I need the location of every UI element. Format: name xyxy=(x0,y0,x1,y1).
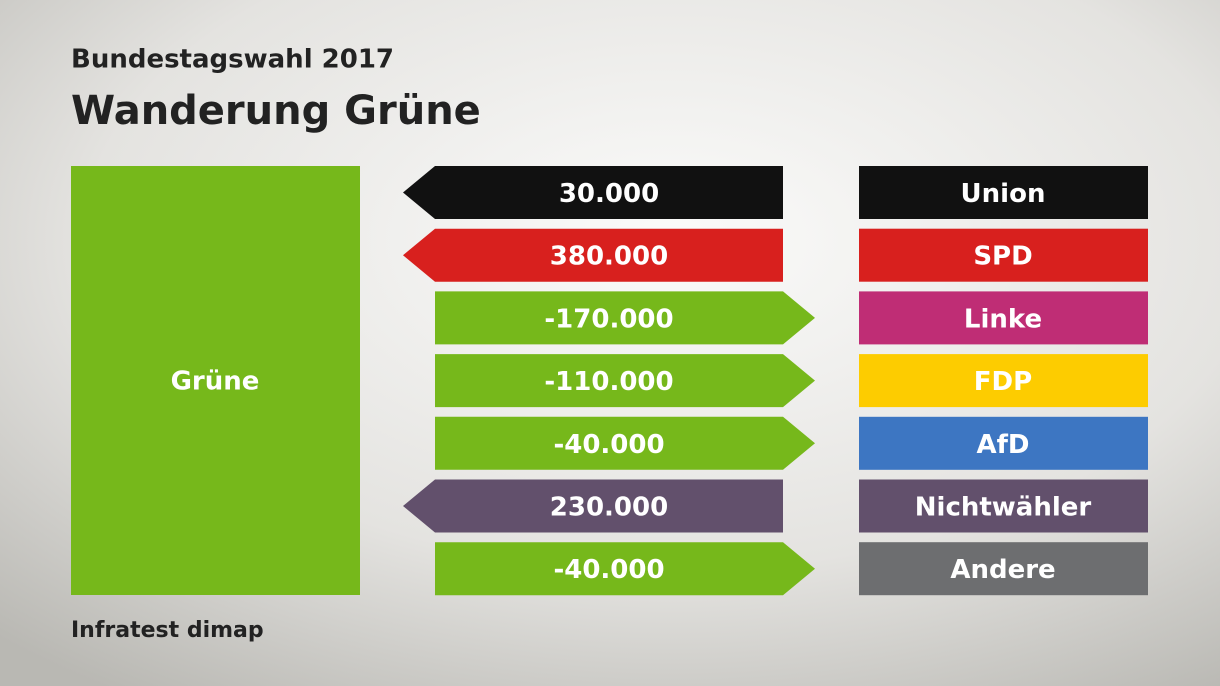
party-label: Grüne xyxy=(171,367,260,397)
flow-arrow xyxy=(403,228,783,282)
flow-arrow xyxy=(435,416,815,470)
title: Wanderung Grüne xyxy=(71,88,481,134)
party-tag-label: Union xyxy=(961,179,1046,209)
flow-value: -170.000 xyxy=(544,304,673,334)
flow-value: -40.000 xyxy=(553,430,664,460)
party-tag xyxy=(859,479,1148,533)
flow-value: -110.000 xyxy=(544,367,673,397)
party-tag-label: Nichtwähler xyxy=(915,493,1092,523)
source: Infratest dimap xyxy=(71,618,264,643)
party-tag xyxy=(859,542,1148,596)
flow-value: 30.000 xyxy=(559,179,659,209)
party-tag xyxy=(859,416,1148,470)
party-tag xyxy=(859,228,1148,282)
flow-value: -40.000 xyxy=(553,555,664,585)
party-tag-label: Linke xyxy=(964,304,1042,334)
flow-arrow xyxy=(435,354,815,408)
flow-arrow xyxy=(403,166,783,219)
party-tag-label: FDP xyxy=(974,367,1032,397)
party-tag-label: Andere xyxy=(950,555,1055,585)
party-box xyxy=(71,166,360,595)
party-tag-label: AfD xyxy=(976,430,1029,460)
flow-value: 380.000 xyxy=(550,242,668,272)
party-tag xyxy=(859,291,1148,345)
party-tag xyxy=(859,166,1148,219)
flow-arrow xyxy=(435,542,815,596)
subtitle: Bundestagswahl 2017 xyxy=(71,45,394,75)
party-tag-label: SPD xyxy=(973,242,1032,272)
flow-arrow xyxy=(403,479,783,533)
flow-arrow xyxy=(435,291,815,345)
flow-value: 230.000 xyxy=(550,493,668,523)
party-tag xyxy=(859,354,1148,408)
